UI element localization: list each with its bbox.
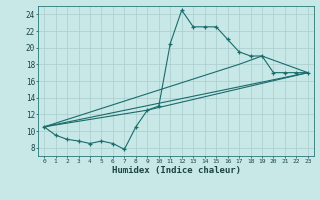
X-axis label: Humidex (Indice chaleur): Humidex (Indice chaleur) <box>111 166 241 175</box>
